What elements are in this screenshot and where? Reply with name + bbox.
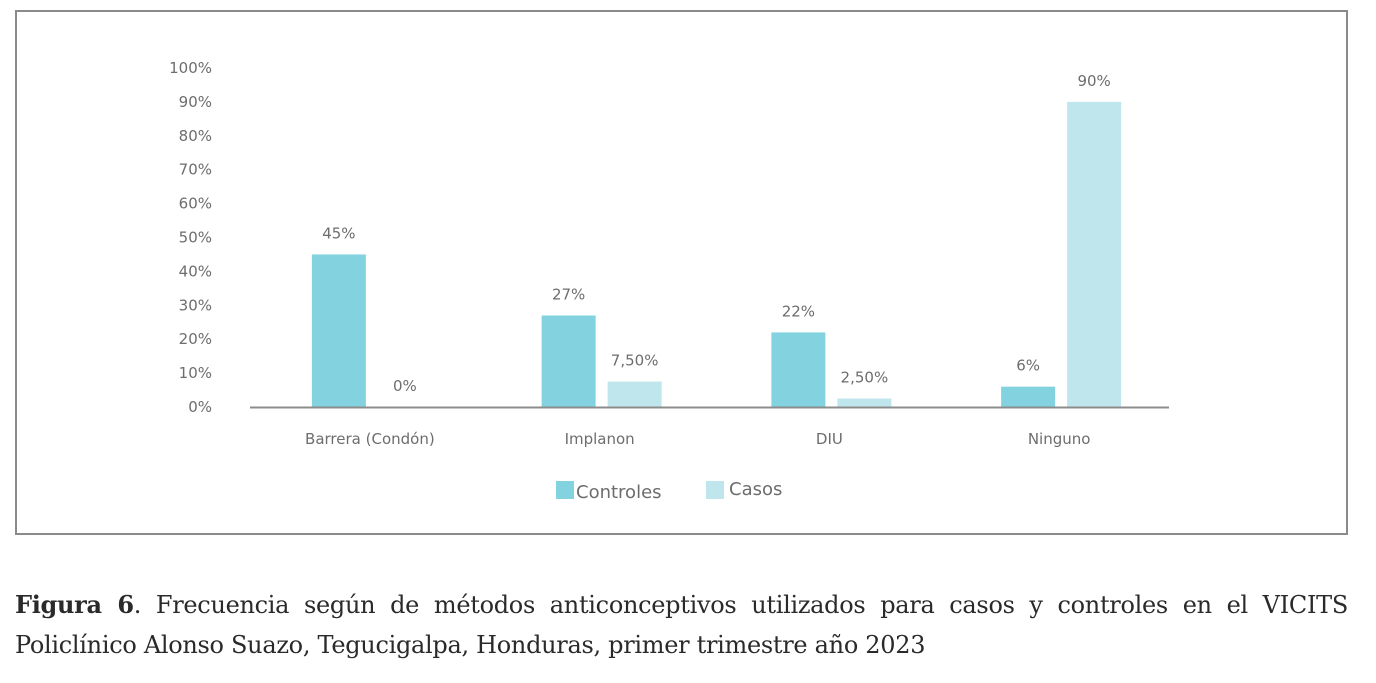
y-tick-label: 40% (179, 262, 212, 280)
y-tick-label: 20% (179, 330, 212, 348)
data-label: 6% (1016, 357, 1040, 375)
bar-casos (1067, 101, 1122, 408)
legend-swatch-casos (706, 481, 724, 499)
figure-caption: Figura 6. Frecuencia según de métodos an… (15, 585, 1348, 665)
data-labels: 45% 0% 27% 7,50% 22% 2,50% 6% 90% (322, 72, 1111, 395)
caption-text-1: . Frecuencia según de métodos anticoncep… (133, 591, 1349, 619)
y-tick-label: 100% (169, 59, 212, 77)
category-label: DIU (816, 430, 843, 448)
chart-frame (15, 10, 1348, 535)
category-label: Implanon (565, 430, 635, 448)
y-tick-label: 90% (179, 93, 212, 111)
category-label: Barrera (Condón) (305, 430, 435, 448)
data-label: 7,50% (611, 352, 659, 370)
bar-casos (837, 398, 892, 407)
y-tick-label: 50% (179, 229, 212, 247)
y-tick-label: 10% (179, 364, 212, 382)
bar-chart: 0% 10% 20% 30% 40% 50% 60% 70% 80% 90% 100% 45% 0% 2… (169, 59, 1169, 503)
bar-controles (1001, 386, 1056, 407)
legend-label-controles: Controles (576, 482, 662, 503)
data-label: 2,50% (841, 369, 889, 387)
y-tick-label: 70% (179, 161, 212, 179)
data-label: 22% (782, 302, 815, 320)
y-tick-label: 30% (179, 296, 212, 314)
bar-controles (771, 332, 826, 407)
bar-controles (311, 254, 366, 407)
y-axis-ticks: 0% 10% 20% 30% 40% 50% 60% 70% 80% 90% 100% (169, 59, 212, 416)
category-label: Ninguno (1028, 430, 1091, 448)
legend-swatch-controles (556, 481, 574, 499)
data-label: 90% (1077, 72, 1110, 90)
y-tick-label: 80% (179, 127, 212, 145)
category-labels: Barrera (Condón) Implanon DIU Ninguno (305, 430, 1090, 448)
bar-controles (541, 315, 596, 407)
caption-line-2: Policlínico Alonso Suazo, Tegucigalpa, H… (15, 631, 926, 659)
bar-casos (607, 381, 662, 407)
y-tick-label: 60% (179, 195, 212, 213)
y-tick-label: 0% (188, 398, 212, 416)
data-label: 27% (552, 285, 585, 303)
legend: Controles Casos (556, 479, 782, 503)
bars (311, 101, 1122, 408)
figure-label: Figura 6 (15, 590, 134, 619)
data-label: 0% (393, 377, 417, 395)
data-label: 45% (322, 224, 355, 242)
legend-label-casos: Casos (729, 479, 782, 500)
caption-line-1: Figura 6. Frecuencia según de métodos an… (15, 585, 1348, 625)
